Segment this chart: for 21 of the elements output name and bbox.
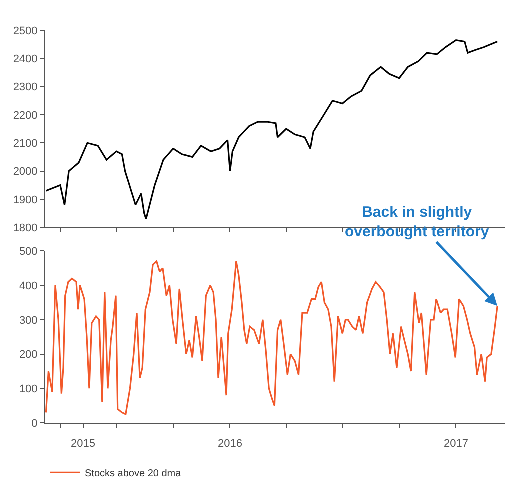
y-tick-label: 300 [19, 314, 38, 327]
y-tick-label: 500 [19, 246, 38, 258]
annotation: Back in slightly overbought territory [345, 204, 490, 240]
y-tick-label: 1800 [13, 222, 38, 234]
y-tick-label: 2500 [13, 25, 38, 38]
y-tick-label: 2200 [13, 110, 38, 122]
y-tick-label: 100 [19, 383, 38, 396]
x-tick-label: 2017 [444, 438, 468, 450]
legend-label: Stocks above 20 dma [85, 468, 182, 480]
y-tick-label: 0 [32, 418, 38, 430]
y-tick-label: 1900 [13, 194, 38, 206]
line-series [45, 40, 498, 220]
y-tick-label: 2000 [13, 166, 38, 178]
y-tick-label: 400 [19, 280, 38, 292]
y-tick-label: 2300 [13, 82, 38, 94]
y-tick-label: 2400 [13, 54, 38, 66]
x-tick-label: 2016 [218, 438, 242, 450]
x-tick-label: 2015 [71, 438, 96, 450]
y-tick-label: 200 [19, 349, 38, 362]
line-series [45, 260, 498, 416]
y-tick-label: 2100 [13, 138, 38, 150]
